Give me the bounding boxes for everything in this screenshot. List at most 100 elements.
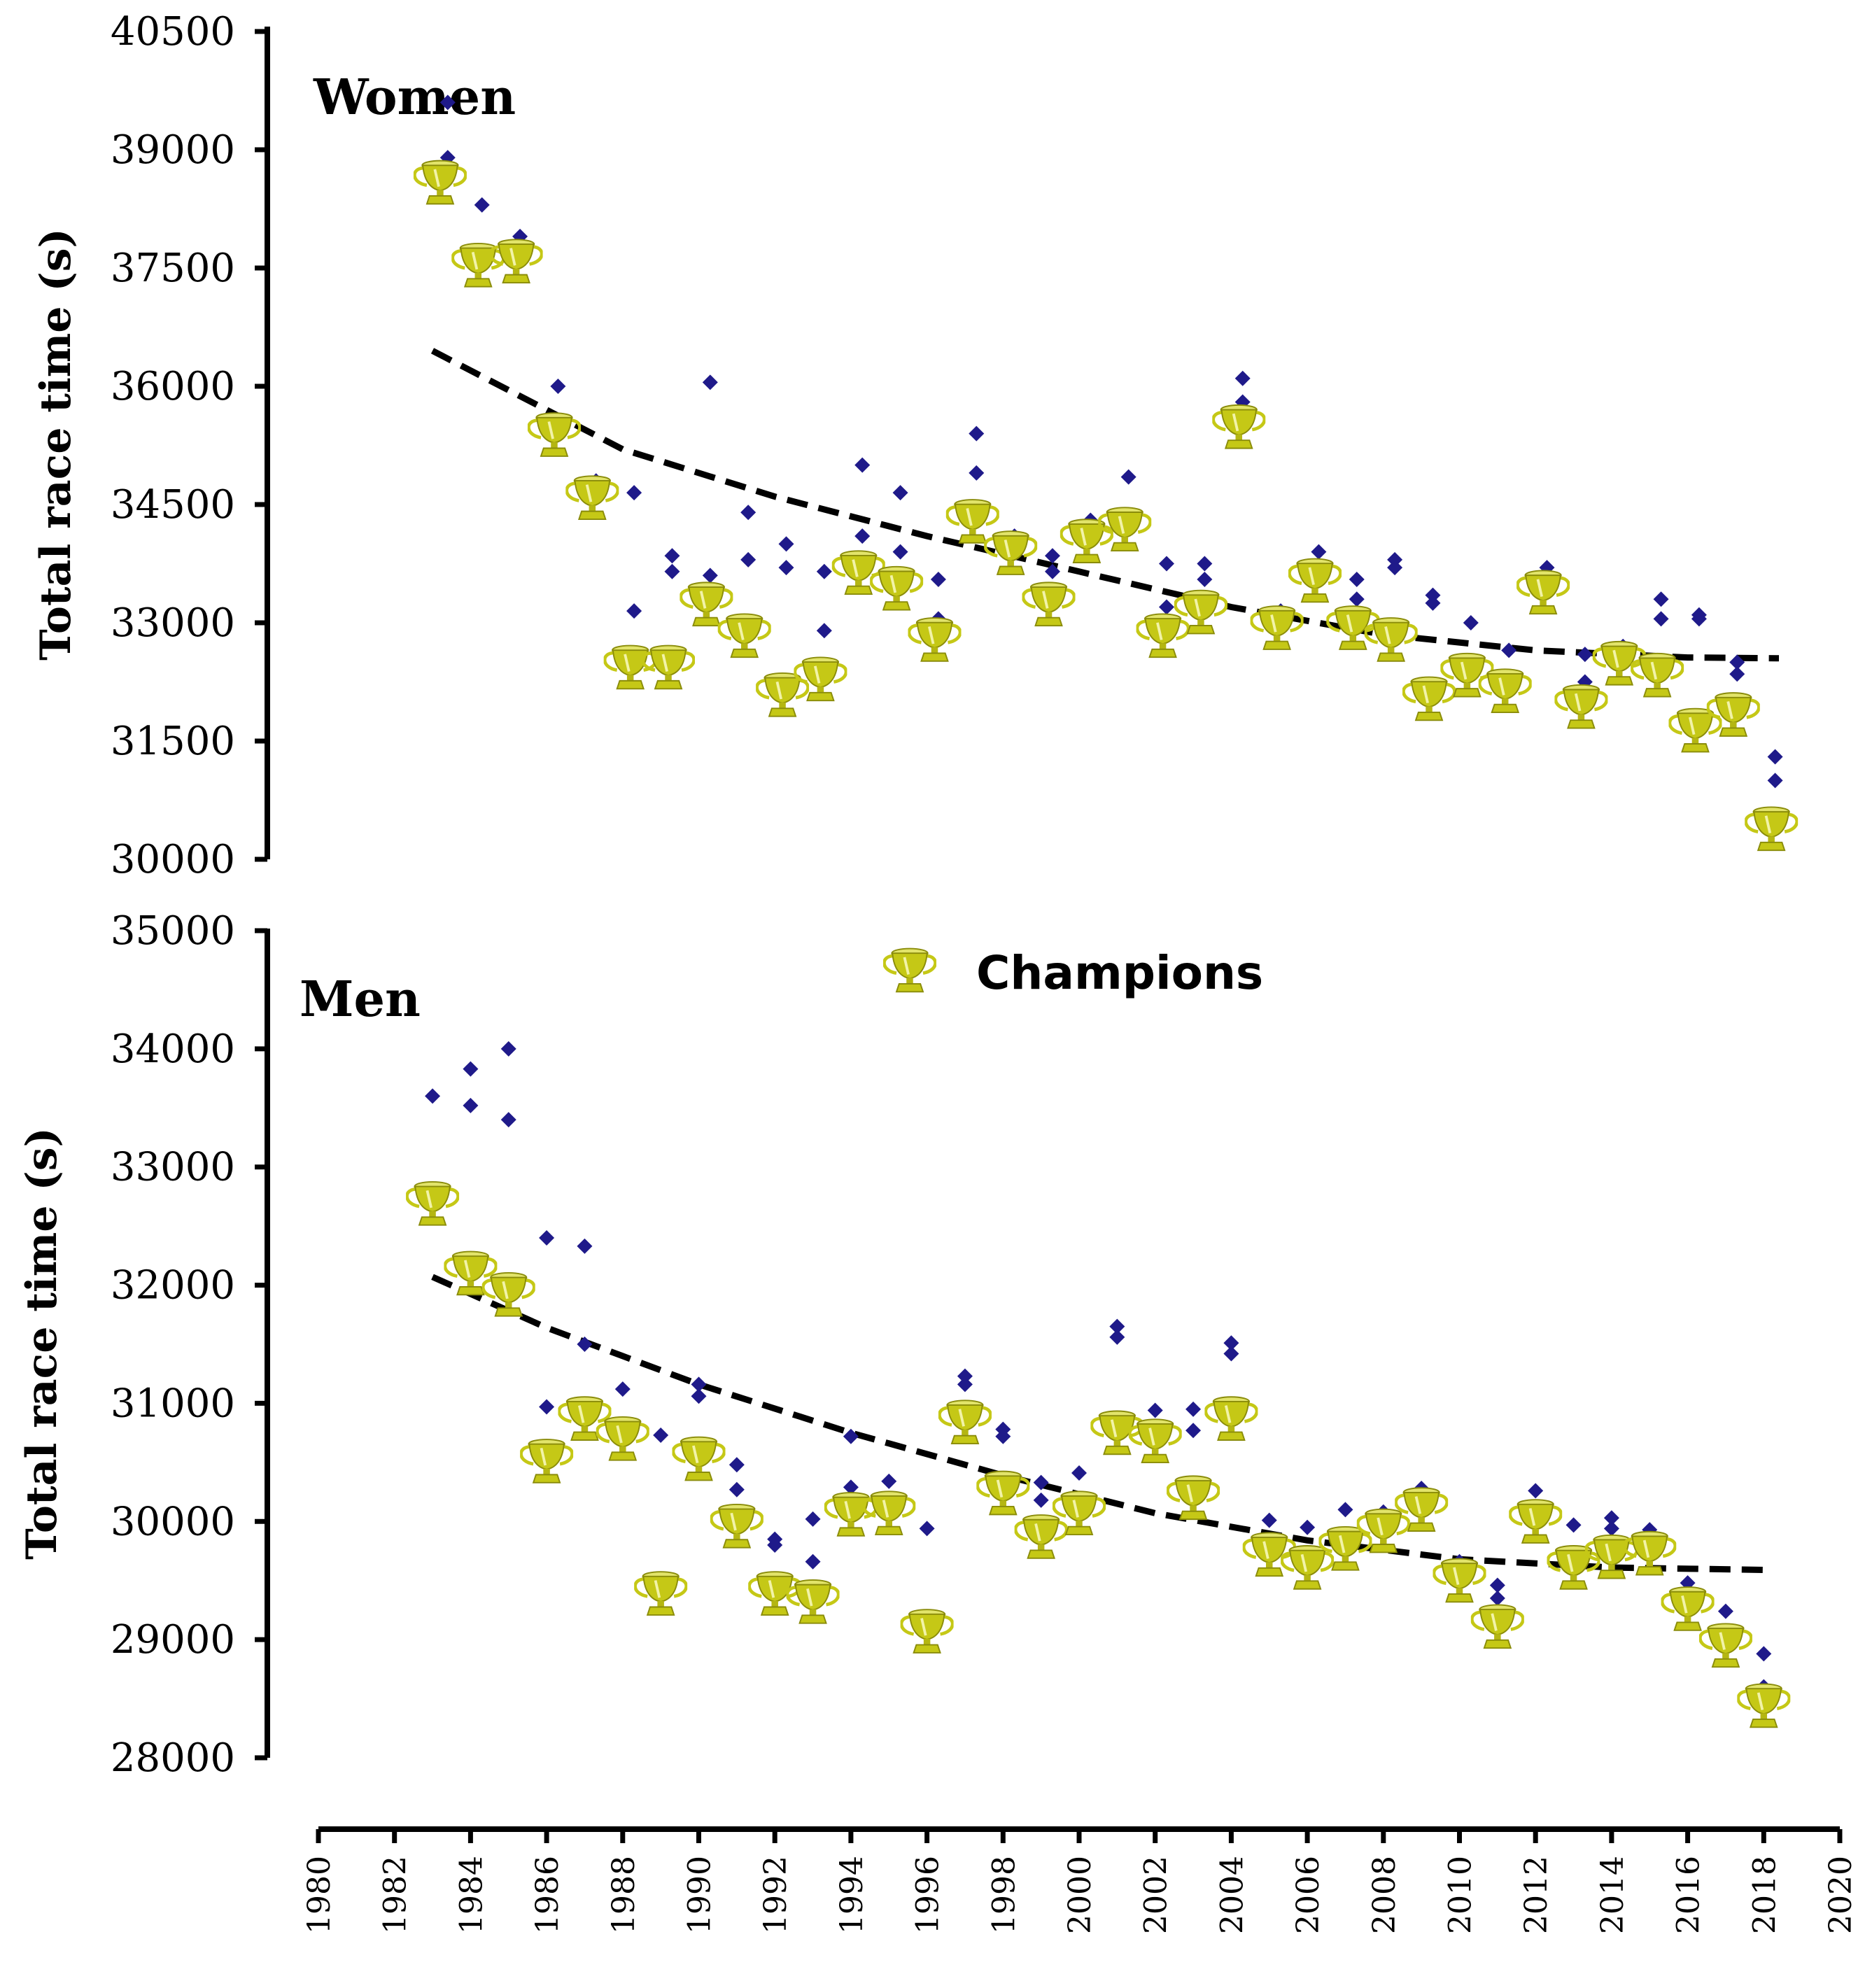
men-champion-trophy (1281, 1546, 1332, 1589)
men-champion-trophy (1510, 1500, 1561, 1543)
men-finisher-point (1185, 1401, 1202, 1417)
women-finisher-point (1159, 599, 1175, 615)
women-champion-trophy (453, 244, 504, 287)
women-champion-trophy (985, 531, 1036, 574)
women-finisher-point (439, 94, 456, 111)
men-finisher-point (463, 1061, 479, 1077)
women-finisher-point (892, 485, 908, 501)
men-y-tick-label: 28000 (111, 1735, 235, 1781)
men-y-tick-label: 29000 (111, 1617, 235, 1663)
men-finisher-point (1109, 1318, 1125, 1334)
men-finisher-point (919, 1521, 935, 1537)
women-finisher-point (1577, 647, 1593, 663)
women-y-ticks: 30000 31500 33000 34500 36000 37500 39000 40500 (111, 9, 267, 882)
women-finisher-point (854, 528, 871, 544)
women-champion-trophy (1175, 591, 1226, 634)
x-axis: 1980 1982 1984 1986 1988 1990 1992 1994 1996 1998… (302, 1826, 1859, 1934)
x-tick-label: 2010 (1443, 1856, 1479, 1934)
x-tick-label: 1992 (758, 1856, 794, 1934)
men-finisher-point (577, 1337, 593, 1352)
men-champion-trophy (1129, 1419, 1181, 1462)
x-tick-label: 1982 (378, 1856, 414, 1934)
women-finisher-point (626, 485, 642, 501)
men-champion-trophy (1320, 1527, 1371, 1570)
men-finisher-point (577, 1238, 593, 1254)
men-champion-trophy (635, 1572, 687, 1615)
men-champion-trophy (521, 1439, 572, 1483)
men-finisher-point (1033, 1492, 1049, 1508)
women-finisher-point (1653, 591, 1669, 607)
men-finisher-point (539, 1230, 555, 1246)
women-champion-trophy (1251, 606, 1302, 649)
women-finisher-point (930, 572, 946, 588)
women-y-tick-label: 30000 (111, 837, 235, 882)
women-finisher-point (1425, 595, 1441, 611)
women-champion-trophy (1023, 582, 1074, 626)
men-champion-trophy (483, 1273, 534, 1316)
women-finisher-point (778, 536, 794, 552)
men-panel-title: Men (300, 970, 421, 1028)
women-champion-trophy (1365, 618, 1416, 661)
women-finisher-point (816, 563, 832, 579)
men-finisher-points (425, 1041, 1772, 1695)
women-panel: 30000 31500 33000 34500 36000 37500 39000 40500… (31, 9, 1797, 882)
men-finisher-point (500, 1112, 516, 1128)
men-champion-trophy (1092, 1411, 1143, 1455)
men-finisher-point (1565, 1517, 1582, 1533)
men-finisher-point (463, 1097, 479, 1113)
men-y-tick-label: 33000 (111, 1145, 235, 1190)
men-finisher-point (1489, 1591, 1505, 1607)
x-tick-label: 1990 (682, 1856, 718, 1934)
women-finisher-point (1044, 563, 1060, 579)
legend-trophy-icon (884, 949, 935, 992)
men-y-axis-label: Total race time (s) (17, 1127, 66, 1560)
x-tick-label: 2006 (1290, 1856, 1326, 1934)
women-finisher-point (1653, 611, 1669, 627)
women-finisher-point (1767, 773, 1783, 789)
women-finisher-point (1425, 587, 1441, 603)
women-champion-trophy (1593, 642, 1645, 685)
women-finisher-point (778, 560, 794, 576)
x-tick-label: 1988 (606, 1856, 642, 1934)
women-finisher-point (1729, 654, 1745, 670)
men-finisher-point (691, 1388, 707, 1404)
legend-label: Champions (976, 946, 1263, 1000)
women-champion-trophy (909, 618, 960, 661)
women-finisher-point (702, 568, 718, 584)
men-finisher-point (1071, 1465, 1087, 1481)
men-finisher-point (653, 1427, 669, 1444)
men-champion-points (407, 1182, 1789, 1727)
women-finisher-point (474, 197, 490, 213)
men-finisher-point (1756, 1646, 1772, 1662)
women-champion-trophy (1061, 519, 1112, 563)
men-champion-trophy (1700, 1623, 1751, 1667)
women-finisher-point (1349, 591, 1365, 607)
men-finisher-point (957, 1368, 973, 1384)
women-y-axis-label: Total race time (s) (31, 228, 80, 661)
men-y-tick-label: 35000 (111, 908, 235, 954)
men-finisher-point (1223, 1346, 1239, 1362)
men-champion-trophy (1396, 1488, 1447, 1531)
men-finisher-point (881, 1473, 897, 1489)
women-finisher-point (664, 563, 680, 579)
men-champion-trophy (1472, 1605, 1523, 1648)
women-finisher-point (1044, 548, 1060, 564)
women-champion-trophy (871, 567, 922, 610)
women-finisher-point (1159, 556, 1175, 572)
women-champion-trophy (414, 161, 465, 204)
men-champion-trophy (1053, 1491, 1104, 1535)
women-champion-trophy (681, 582, 732, 626)
women-finisher-point (1729, 666, 1745, 682)
women-champion-trophy (1556, 685, 1607, 728)
women-y-tick-label: 40500 (111, 9, 235, 55)
men-finisher-point (539, 1399, 555, 1415)
women-finisher-point (1387, 560, 1403, 576)
women-finisher-point (1691, 611, 1707, 627)
men-panel: 28000 29000 30000 31000 32000 33000 34000 35000… (17, 908, 1789, 1781)
men-finisher-point (1261, 1512, 1277, 1528)
women-y-tick-label: 36000 (111, 364, 235, 409)
women-finisher-point (550, 379, 566, 394)
men-finisher-point (1223, 1335, 1239, 1351)
men-champion-trophy (901, 1609, 952, 1653)
women-y-tick-label: 33000 (111, 600, 235, 646)
